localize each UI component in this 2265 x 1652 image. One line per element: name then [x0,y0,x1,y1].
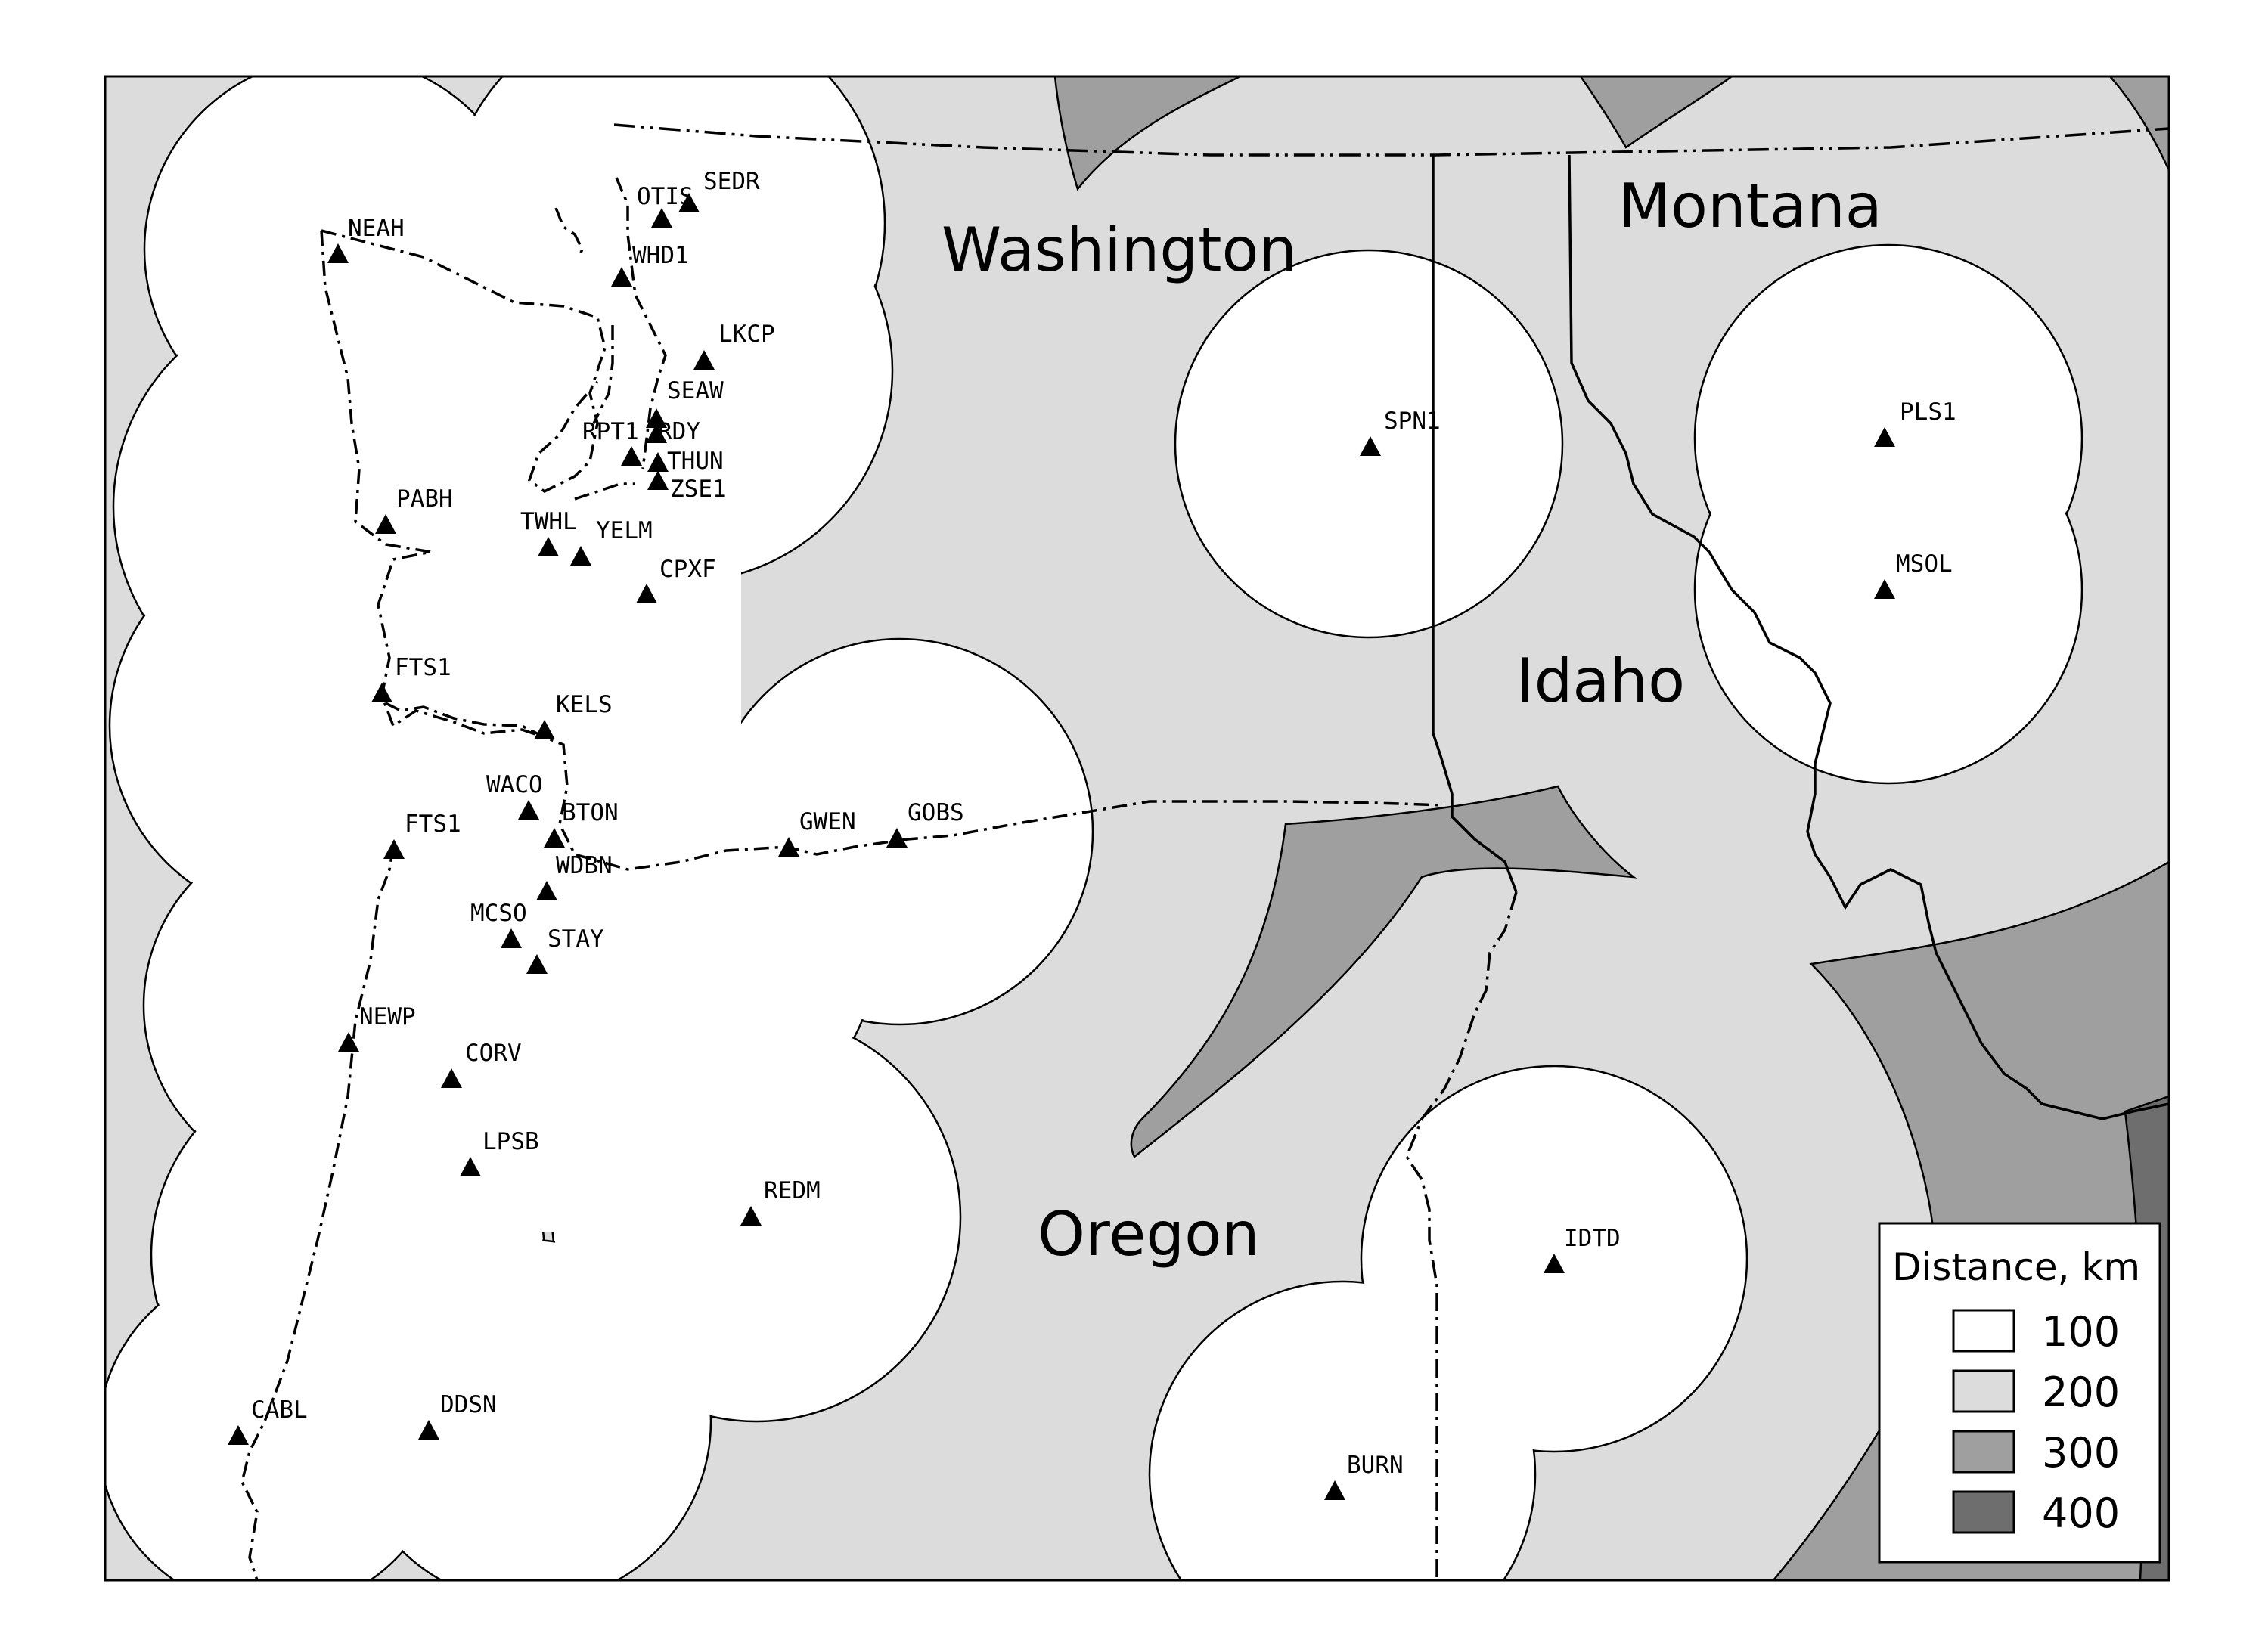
station-label: FTS1 [395,654,451,681]
legend: Distance, km 100 200 300 400 [1879,1223,2160,1562]
state-label-idaho: Idaho [1516,646,1685,716]
station-label: THUN [667,448,724,475]
station-label: LKCP [718,321,775,348]
station-label: REDM [764,1177,821,1204]
station-label: CPXF [659,556,716,583]
legend-label: 400 [2042,1489,2120,1537]
station-label: SEDR [703,168,760,195]
legend-label: 300 [2042,1429,2120,1477]
station-label: IDTD [1564,1225,1621,1252]
legend-swatch [1953,1371,2014,1412]
station-label: BURN [1347,1452,1404,1479]
legend-label: 200 [2042,1368,2120,1416]
state-label-oregon: Oregon [1038,1199,1260,1269]
legend-swatch [1953,1310,2014,1351]
station-label: DDSN [440,1391,497,1418]
state-label-washington: Washington [942,215,1297,285]
station-label: GOBS [908,799,964,826]
station-label: KELS [556,691,613,718]
station-label: SEAW [667,377,724,404]
station-label: OTIS [637,183,693,210]
station-label: STAY [548,925,604,953]
station-label: ZSE1 [670,476,727,503]
legend-title: Distance, km [1892,1245,2140,1289]
station-label: MSOL [1896,550,1953,578]
legend-swatch [1953,1431,2014,1472]
station-label: WDBN [556,852,613,879]
station-label: MCSO [470,900,527,927]
legend-label: 100 [2042,1308,2120,1356]
station-label: FTS1 [405,811,461,838]
station-label: NEWP [359,1003,416,1031]
state-label-montana: Montana [1618,171,1882,241]
station-label: NEAH [348,215,405,242]
station-label: PLS1 [1900,398,1956,426]
station-label: WACO [486,771,543,798]
station-label: BTON [562,799,619,826]
station-label: SPN1 [1384,408,1441,435]
station-label: TWHL [520,508,577,535]
station-label: RDY [658,418,700,445]
station-label: YELM [596,517,653,544]
station-label: GWEN [799,808,856,835]
station-label: CORV [465,1040,522,1067]
station-label: WHD1 [632,242,689,269]
station-label: RPT1 [582,418,639,445]
station-label: CABL [251,1396,308,1424]
legend-swatch [1953,1492,2014,1533]
station-label: LPSB [482,1128,539,1155]
station-label: PABH [396,485,453,513]
